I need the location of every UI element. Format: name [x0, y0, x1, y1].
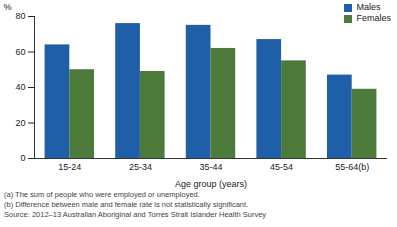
svg-text:35-44: 35-44: [199, 162, 222, 172]
svg-text:80: 80: [15, 11, 25, 21]
html-text:Males: Males: [356, 2, 381, 12]
svg-text:45-54: 45-54: [270, 162, 293, 172]
svg-text:%: %: [4, 2, 12, 12]
html-text:(a) The sum of people who were: (a) The sum of people who were employed …: [4, 190, 200, 199]
html-text:(b) Difference between male an: (b) Difference between male and female r…: [4, 200, 249, 209]
svg-text:15-24: 15-24: [58, 162, 81, 172]
svg-text:60: 60: [15, 47, 25, 57]
svg-text:Age group (years): Age group (years): [175, 179, 247, 189]
svg-text:55-64(b): 55-64(b): [335, 162, 369, 172]
svg-text:20: 20: [15, 118, 25, 128]
svg-text:40: 40: [15, 82, 25, 92]
html-text:Source: 2012–13 Australian Abo: Source: 2012–13 Australian Aboriginal an…: [4, 210, 267, 219]
svg-text:25-34: 25-34: [129, 162, 152, 172]
html-text:Females: Females: [356, 13, 391, 23]
svg-text:0: 0: [20, 153, 25, 163]
